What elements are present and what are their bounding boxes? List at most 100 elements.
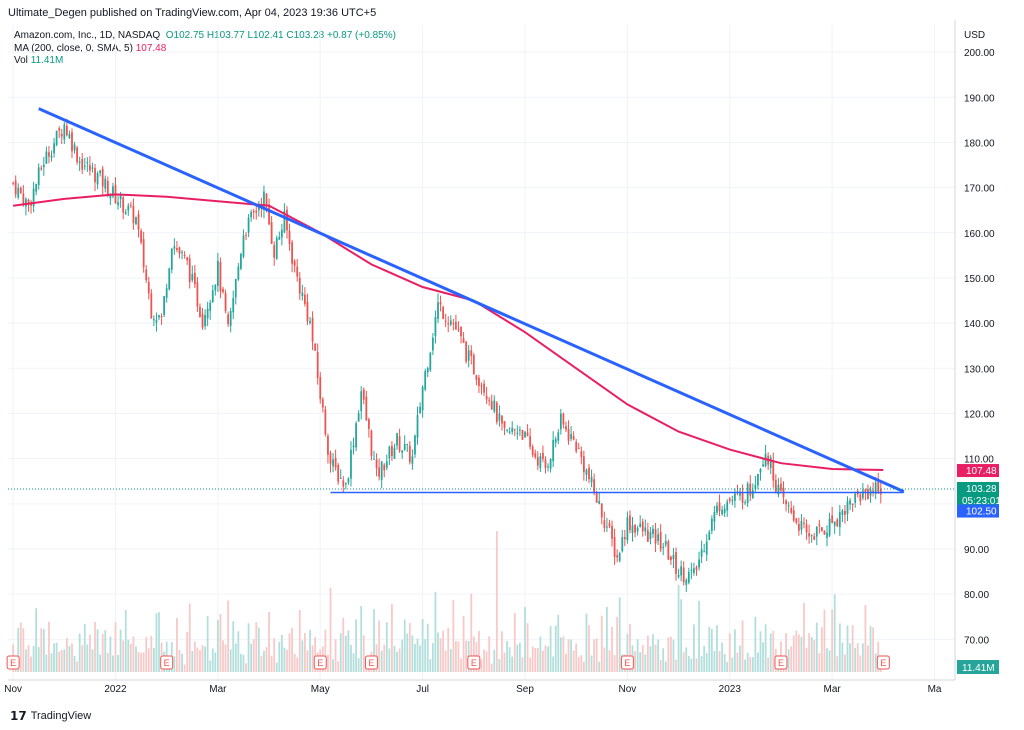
volume-bar bbox=[119, 629, 122, 672]
axes: USD70.0080.0090.00100.00110.00120.00130.… bbox=[4, 20, 1001, 695]
volume-bar bbox=[733, 629, 736, 672]
candle-body bbox=[654, 529, 657, 544]
candle-body bbox=[874, 482, 877, 494]
candle-body bbox=[572, 436, 575, 440]
candle-body bbox=[401, 450, 404, 453]
candle-body bbox=[693, 568, 695, 574]
candle-body bbox=[646, 530, 649, 542]
price-chart[interactable]: USD70.0080.0090.00100.00110.00120.00130.… bbox=[0, 0, 1024, 700]
earnings-event-icon bbox=[160, 655, 174, 670]
volume-bar bbox=[96, 629, 99, 672]
volume-bar bbox=[86, 644, 89, 672]
ma-label[interactable]: MA (200, close, 0, SMA, 5) bbox=[14, 42, 133, 54]
candle-body bbox=[872, 490, 874, 492]
symbol-label[interactable]: Amazon.com, Inc., 1D, NASDAQ bbox=[14, 30, 161, 41]
candle-body bbox=[800, 521, 803, 530]
volume-bar bbox=[828, 650, 831, 672]
candle-body bbox=[457, 329, 460, 331]
candle-body bbox=[237, 266, 240, 280]
candle-body bbox=[357, 413, 360, 422]
y-tick-label: 90.00 bbox=[964, 545, 989, 556]
price-label-box bbox=[957, 504, 999, 518]
volume-bar bbox=[22, 628, 25, 672]
candle-body bbox=[516, 432, 519, 434]
vol-label[interactable]: Vol bbox=[14, 55, 28, 66]
volume-bar bbox=[275, 662, 278, 672]
candle-body bbox=[598, 500, 601, 504]
candle-body bbox=[606, 526, 608, 528]
candle-body bbox=[667, 541, 670, 560]
volume-bar bbox=[644, 654, 647, 672]
volume-bar bbox=[726, 662, 729, 672]
candle-body bbox=[132, 205, 135, 224]
candle-body bbox=[373, 458, 375, 460]
candle-body bbox=[42, 164, 45, 168]
volume-bar bbox=[216, 619, 219, 672]
volume-bar bbox=[769, 633, 772, 672]
volume-bar bbox=[593, 639, 596, 672]
candle-body bbox=[234, 279, 237, 298]
y-tick-label: 150.00 bbox=[964, 274, 995, 285]
volume-bar bbox=[460, 658, 462, 672]
candle-body bbox=[314, 343, 317, 351]
candle-body bbox=[547, 466, 549, 468]
volume-bar bbox=[531, 646, 534, 672]
volume-bar bbox=[856, 643, 859, 672]
candle-body bbox=[170, 248, 173, 270]
candle-body bbox=[437, 302, 439, 319]
volume-bar bbox=[391, 603, 393, 672]
volume-bar bbox=[472, 636, 475, 672]
volume-bar bbox=[232, 621, 235, 672]
candle-body bbox=[78, 161, 81, 163]
brand-label[interactable]: TradingView bbox=[30, 710, 92, 722]
candle-body bbox=[129, 204, 132, 206]
volume-bar bbox=[355, 619, 357, 672]
candle-body bbox=[879, 488, 882, 495]
candle-body bbox=[247, 217, 250, 233]
volume-bar bbox=[757, 652, 759, 672]
volume-bar bbox=[808, 633, 811, 672]
candle-body bbox=[467, 350, 470, 361]
vol-value: 11.41M bbox=[30, 55, 64, 66]
volume-bar bbox=[480, 659, 483, 672]
candle-body bbox=[690, 570, 693, 572]
candle-body bbox=[160, 315, 163, 317]
candle-body bbox=[588, 467, 590, 480]
candle-body bbox=[32, 188, 35, 207]
volume-bar bbox=[646, 635, 649, 672]
candle-body bbox=[306, 301, 309, 322]
volume-bar bbox=[434, 591, 437, 672]
volume-bar bbox=[667, 637, 670, 672]
volume-bar bbox=[293, 653, 296, 672]
candle-body bbox=[552, 439, 555, 462]
candle-body bbox=[304, 294, 306, 304]
volume-bar bbox=[603, 647, 606, 672]
candle-body bbox=[659, 531, 662, 550]
candle-body bbox=[124, 211, 127, 214]
volume-bar bbox=[846, 625, 849, 672]
volume-bar bbox=[385, 622, 388, 672]
candle-body bbox=[733, 493, 736, 501]
candle-body bbox=[826, 532, 828, 538]
candle-body bbox=[255, 211, 258, 213]
candle-body bbox=[393, 447, 396, 459]
volume-bar bbox=[109, 636, 112, 672]
earnings-event-letter: E bbox=[368, 658, 374, 668]
volume-bar bbox=[731, 657, 734, 672]
candle-body bbox=[495, 402, 498, 423]
volume-bar bbox=[805, 647, 808, 672]
volume-bar bbox=[534, 647, 537, 672]
candle-body bbox=[232, 297, 235, 313]
tradingview-logo-icon[interactable]: 𝟭𝟳 bbox=[10, 709, 27, 723]
candle-body bbox=[452, 323, 455, 325]
candle-body bbox=[219, 261, 222, 292]
candle-body bbox=[334, 457, 337, 468]
candle-body bbox=[483, 383, 485, 393]
overlay-lines bbox=[8, 107, 955, 494]
candle-body bbox=[859, 494, 862, 502]
volume-bar bbox=[214, 652, 217, 672]
volume-bar bbox=[334, 639, 337, 672]
volume-bar bbox=[360, 605, 363, 672]
candle-body bbox=[224, 293, 227, 311]
volume-bar bbox=[723, 654, 726, 672]
